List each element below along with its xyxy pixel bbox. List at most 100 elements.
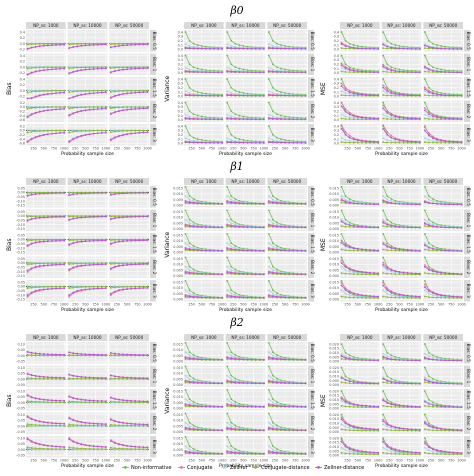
data-point [188, 94, 191, 97]
y-tick-label: 0.2 [20, 101, 25, 105]
data-point [221, 202, 224, 205]
data-point [238, 67, 241, 70]
data-point [234, 69, 237, 72]
data-point [184, 94, 187, 97]
data-point [440, 68, 443, 71]
y-tick-label: 0.010 [173, 216, 183, 220]
data-point [436, 141, 438, 144]
data-point [200, 139, 203, 141]
x-tick-label: 500 [438, 147, 444, 151]
data-point [217, 118, 219, 121]
data-point [188, 110, 191, 113]
data-point [280, 249, 282, 252]
data-point [46, 216, 49, 219]
data-point [114, 217, 116, 219]
x-tick-label: 1000 [260, 147, 269, 151]
data-point [109, 138, 112, 141]
data-point [126, 66, 129, 69]
data-point [436, 93, 438, 96]
panel [225, 256, 266, 278]
data-point [134, 106, 137, 108]
data-point [109, 96, 112, 99]
data-point [288, 141, 291, 144]
data-point [284, 225, 287, 228]
data-point [373, 94, 375, 97]
data-point [272, 115, 274, 118]
data-point [444, 140, 447, 143]
data-point [340, 78, 343, 80]
data-point [59, 67, 61, 70]
data-point [340, 43, 343, 45]
data-point [390, 46, 393, 49]
data-point [30, 191, 33, 194]
data-point [30, 97, 33, 99]
data-point [352, 92, 355, 95]
data-point [234, 139, 237, 142]
data-point [230, 269, 233, 272]
data-point [184, 70, 187, 73]
data-point [386, 68, 389, 70]
data-point [38, 262, 41, 265]
data-point [88, 92, 91, 95]
data-point [104, 131, 107, 134]
data-point [100, 129, 103, 132]
series-line-conjugate-distance [27, 106, 65, 110]
data-point [192, 89, 195, 92]
data-point [386, 111, 389, 114]
data-point [34, 262, 37, 265]
data-point [188, 201, 191, 204]
data-point [300, 141, 303, 144]
data-point [109, 67, 112, 70]
data-point [390, 141, 393, 144]
data-point [204, 94, 207, 97]
data-point [369, 47, 371, 50]
data-point [192, 221, 195, 224]
data-point [114, 111, 116, 113]
panel-background [67, 30, 108, 52]
data-point [59, 239, 61, 242]
y-tick-label: -0.2 [18, 48, 25, 52]
data-point [382, 124, 385, 127]
data-point [423, 90, 426, 93]
data-point [276, 136, 278, 139]
data-point [192, 45, 195, 48]
data-point [300, 94, 303, 97]
data-point [432, 89, 434, 92]
data-point [386, 47, 389, 50]
data-point [188, 198, 191, 201]
data-point [456, 48, 459, 50]
data-point [184, 113, 187, 116]
data-point [423, 137, 426, 140]
data-point [59, 192, 61, 194]
data-point [340, 124, 343, 127]
data-point [267, 256, 270, 259]
row-strip-label: Bias: 1 [310, 213, 315, 228]
data-point [390, 116, 393, 119]
data-point [213, 249, 215, 252]
y-tick-label: 0.005 [173, 245, 183, 249]
data-point [126, 285, 129, 288]
data-point [262, 141, 265, 144]
data-point [192, 136, 195, 139]
data-point [394, 138, 397, 141]
panel [67, 30, 108, 52]
data-point [204, 202, 207, 205]
data-point [226, 218, 229, 221]
data-point [68, 47, 71, 49]
data-point [390, 139, 393, 142]
data-point [76, 286, 79, 289]
data-point [196, 225, 199, 228]
data-point [348, 134, 351, 137]
data-point [230, 265, 233, 268]
data-point [423, 94, 426, 97]
data-point [204, 47, 207, 50]
panel [109, 53, 149, 75]
data-point [300, 47, 303, 50]
data-point [348, 116, 351, 119]
x-tick-label: 500 [124, 147, 130, 151]
y-axis-label: Variance [164, 75, 171, 101]
series-line-zellner-distance [110, 67, 148, 73]
data-point [280, 94, 282, 97]
data-point [30, 67, 33, 69]
